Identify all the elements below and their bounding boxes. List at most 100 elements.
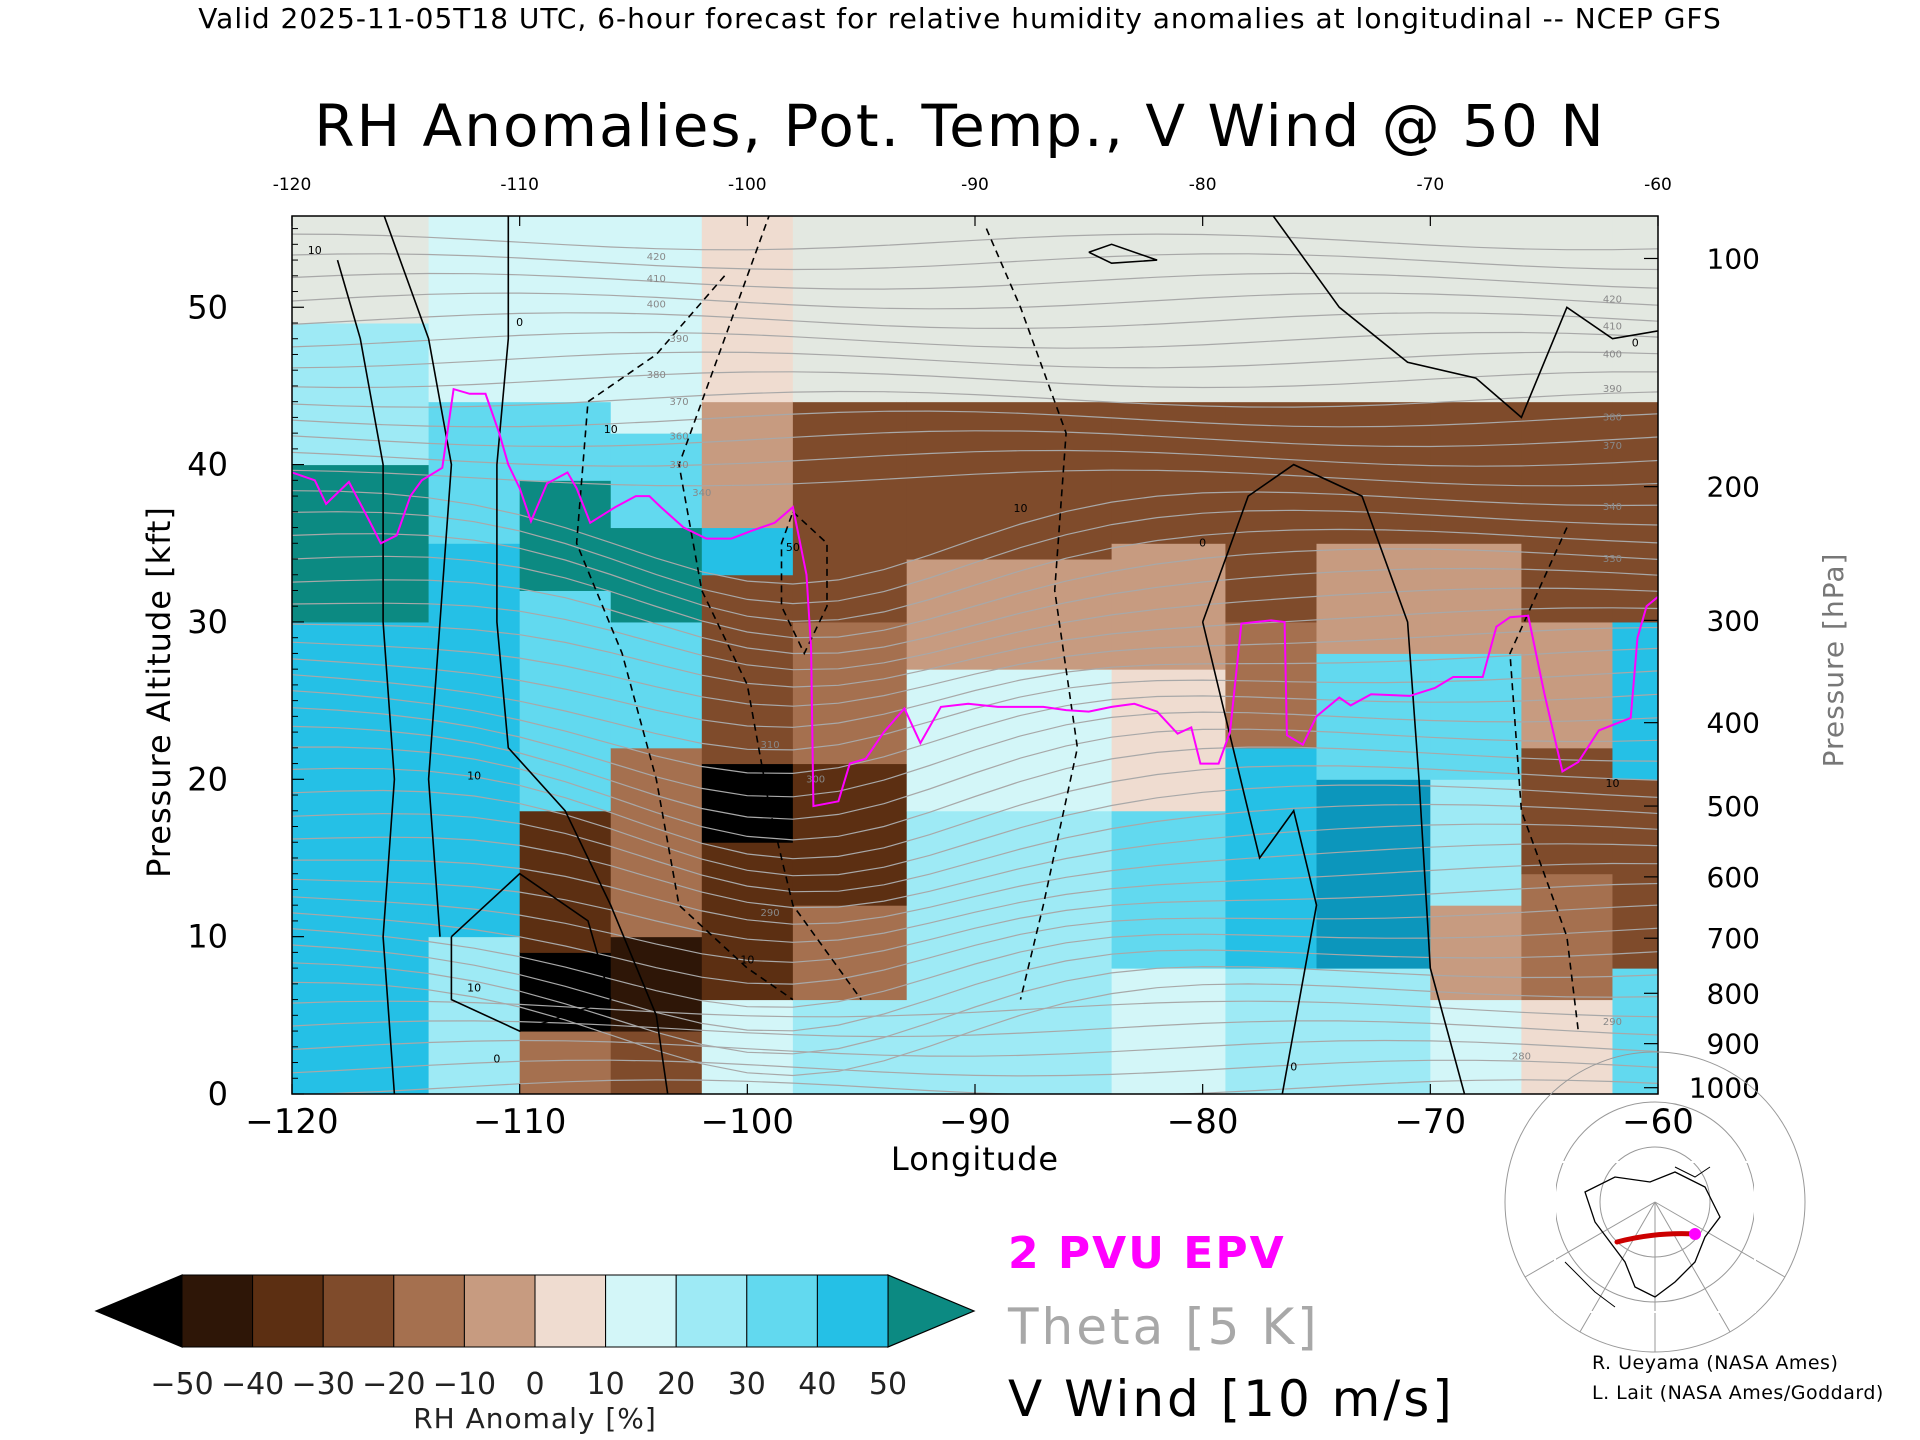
forecast-header: Valid 2025-11-05T18 UTC, 6-hour forecast… [198, 2, 1722, 35]
rh-cell [610, 747, 703, 938]
x-top-tick-label: -100 [728, 175, 767, 195]
theta-contour-line [292, 725, 1658, 820]
pressure-tick-label: 900 [1707, 1028, 1760, 1061]
vwind-contour-label: 10 [1605, 777, 1619, 790]
theta-contour-line [292, 862, 1658, 943]
theta-contour-label: 420 [647, 252, 666, 263]
x-top-tick-label: -90 [961, 175, 989, 195]
theta-contours [292, 233, 1658, 1094]
inset-frame [1554, 1161, 1756, 1313]
rh-cell [1430, 905, 1522, 1001]
theta-contour-line [292, 647, 1658, 728]
theta-contour-line [292, 746, 1658, 841]
theta-contour-line [292, 904, 1658, 985]
vwind-contour-label: 0 [493, 1053, 500, 1066]
pressure-tick-label: 700 [1707, 922, 1760, 955]
axes: −120 -120 −110 -110 −100 -100 −90 -90 −80 -80 −70 -… [187, 175, 1760, 1142]
rh-cell [1430, 779, 1522, 906]
theta-contour-line [292, 312, 1658, 330]
theta-contour-label: 330 [1603, 554, 1622, 565]
vwind-contour-line [1088, 243, 1158, 265]
pvu-contour [292, 387, 1658, 808]
y-axis-label: Pressure Altitude [kft] [140, 506, 178, 878]
theta-contour-line [292, 528, 1658, 623]
theta-contour-line [292, 626, 1658, 707]
pressure-tick-label: 400 [1707, 707, 1760, 740]
x-top-tick-label: -110 [500, 175, 539, 195]
theta-contour-label: 290 [1603, 1017, 1622, 1028]
x-top-tick-label: -70 [1416, 175, 1444, 195]
theta-contour-line [292, 292, 1658, 310]
x-tick-label: −120 [245, 1102, 338, 1142]
rh-cell [428, 401, 521, 544]
rh-cell [701, 574, 794, 765]
vwind-contour-label: 10 [467, 769, 481, 782]
rh-cell [1111, 810, 1226, 969]
rh-cell [1612, 968, 1658, 1094]
rh-cell [519, 810, 612, 953]
inset-map [1504, 1051, 1806, 1353]
theta-contour-line [292, 390, 1658, 408]
theta-contour-line [292, 823, 1658, 909]
colorbar-tick-label: −20 [362, 1367, 425, 1402]
y-tick-label: 30 [187, 603, 228, 641]
colorbar-swatch [605, 1274, 677, 1348]
theta-contour-line [292, 962, 1658, 1055]
theta-contour-line [292, 1059, 1658, 1077]
rh-cell [519, 952, 612, 1032]
theta-contour-line [292, 707, 1658, 798]
chart-title: RH Anomalies, Pot. Temp., V Wind @ 50 N [314, 92, 1606, 160]
rh-cell [906, 810, 1113, 1094]
x-top-tick-label: -80 [1189, 175, 1217, 195]
legend-epv: 2 PVU EPV [1008, 1228, 1286, 1279]
rh-cell [1225, 747, 1317, 969]
rh-cell [519, 590, 612, 812]
x-tick-label: −70 [1394, 1102, 1466, 1142]
theta-contour-label: 420 [1603, 295, 1622, 306]
vwind-contour-label: 10 [467, 982, 481, 995]
rh-cell [1316, 401, 1431, 544]
theta-contour-line [292, 1020, 1658, 1038]
colorbar-swatch [534, 1274, 607, 1348]
rh-cell [1612, 216, 1658, 403]
rh-cell [792, 763, 908, 906]
theta-contour-label: 310 [761, 740, 780, 751]
pressure-tick-label: 800 [1707, 977, 1760, 1010]
theta-contour-line [292, 509, 1658, 605]
theta-contour-line [292, 927, 1658, 1008]
rh-cell [1430, 543, 1522, 654]
pressure-tick-label: 100 [1707, 242, 1760, 275]
colorbar-tick-label: −30 [292, 1367, 355, 1402]
rh-cell [792, 999, 908, 1094]
rh-cell [1111, 401, 1226, 544]
rh-cell [428, 216, 521, 403]
rh-cell [1111, 216, 1226, 403]
colorbar-tick-label: 0 [525, 1367, 544, 1402]
vwind-contour-line [985, 228, 1079, 1000]
rh-cell [792, 401, 908, 623]
rh-cell [292, 322, 430, 466]
x-axis-label: Longitude [891, 1140, 1059, 1178]
theta-contour-line [292, 351, 1658, 369]
inset-meridian [1654, 1201, 1786, 1278]
x-top-tick-label: -120 [273, 175, 312, 195]
pressure-tick-label: 300 [1707, 604, 1760, 637]
rh-cell [1521, 216, 1613, 403]
rh-cell [1521, 401, 1613, 623]
x-tick-label: −100 [701, 1102, 794, 1142]
rh-cell [1521, 621, 1613, 749]
theta-contour-line [292, 981, 1658, 1077]
vwind-contour-line [575, 275, 794, 1001]
colorbar-tick-label: 10 [587, 1367, 625, 1402]
y-tick-label: 0 [208, 1075, 228, 1113]
colorbar-swatch [252, 1274, 324, 1348]
rh-cell [1225, 401, 1317, 623]
rh-cell [1612, 779, 1658, 969]
rh-cell [519, 216, 612, 403]
theta-contour-label: 360 [669, 431, 688, 442]
rh-cell [701, 842, 794, 1001]
vwind-contour-line [678, 216, 862, 1001]
rh-cell [292, 464, 430, 623]
vwind-contour-label: 10 [308, 244, 322, 257]
theta-contour-label: 400 [647, 299, 666, 310]
